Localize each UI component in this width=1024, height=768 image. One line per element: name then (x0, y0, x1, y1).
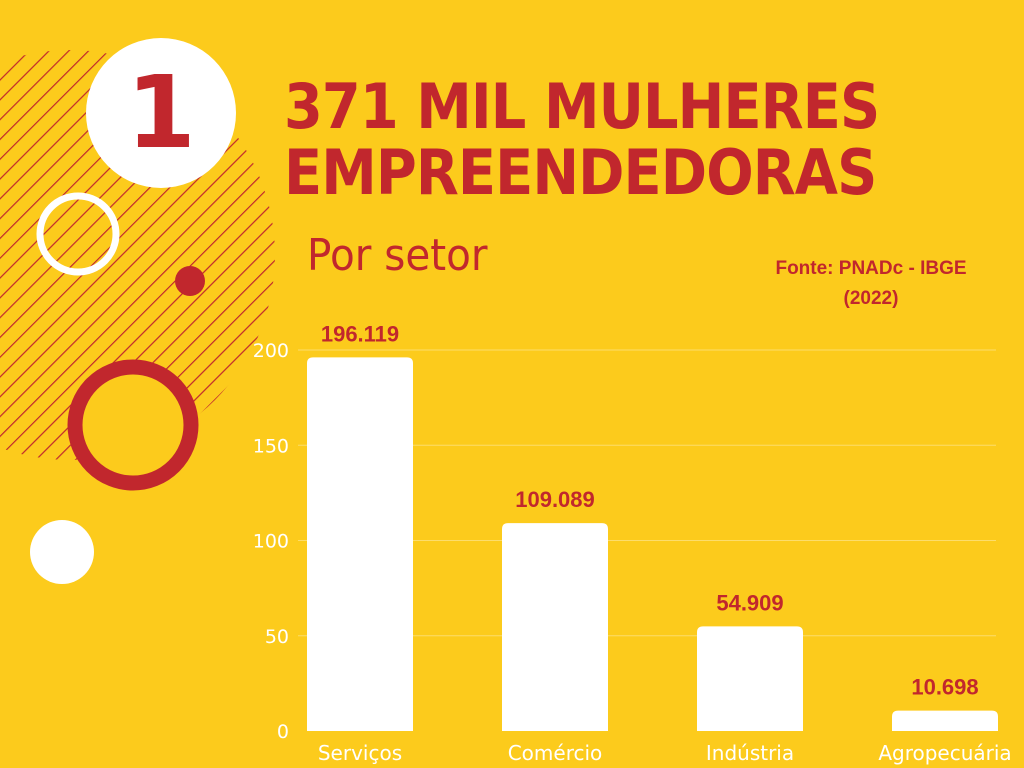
x-tick-label: Agropecuária (878, 741, 1011, 765)
y-tick-label: 150 (253, 435, 289, 457)
y-tick-label: 50 (265, 626, 289, 648)
badge-number: 1 (126, 54, 196, 171)
subtitle: Por setor (307, 230, 488, 281)
x-tick-label: Serviços (318, 741, 402, 765)
data-label: 196.119 (321, 321, 399, 346)
title-line-1: 371 MIL MULHERES (284, 70, 880, 143)
x-tick-label: Comércio (508, 741, 603, 765)
source-line-1: Fonte: PNADc - IBGE (775, 258, 967, 279)
source-line-2: (2022) (843, 288, 899, 309)
x-tick-label: Indústria (706, 741, 794, 765)
y-tick-label: 100 (253, 531, 289, 553)
red-dot (175, 266, 205, 296)
page-title: 371 MIL MULHERES EMPREENDEDORAS (284, 74, 932, 206)
y-tick-label: 0 (277, 721, 289, 743)
bar (892, 710, 998, 731)
source-note: Fonte: PNADc - IBGE (2022) (740, 254, 1002, 314)
y-tick-label: 200 (253, 340, 289, 362)
white-ring (36, 192, 120, 276)
red-ring (67, 359, 199, 491)
white-dot (30, 520, 94, 584)
data-label: 10.698 (911, 675, 978, 700)
bar (502, 523, 608, 731)
data-label: 109.089 (515, 487, 595, 512)
number-badge: 1 (86, 38, 236, 188)
bar (307, 357, 413, 731)
data-label: 54.909 (716, 590, 783, 615)
bar (697, 626, 803, 731)
title-line-2: EMPREENDEDORAS (284, 136, 877, 209)
